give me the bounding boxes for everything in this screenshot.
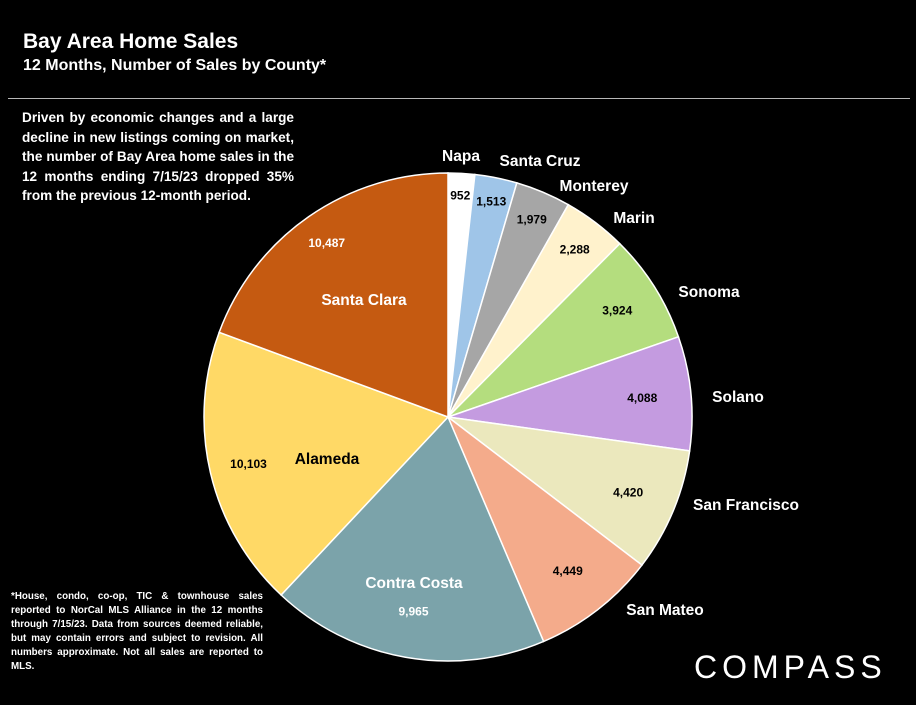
category-label-solano: Solano xyxy=(712,389,764,406)
category-label-contra-costa: Contra Costa xyxy=(365,575,463,592)
pie-slice-santa-clara xyxy=(218,172,449,419)
footnote-text: *House, condo, co-op, TIC & townhouse sa… xyxy=(11,591,263,672)
category-label-marin: Marin xyxy=(613,210,654,227)
category-label-napa: Napa xyxy=(442,148,480,165)
category-label-san-francisco: San Francisco xyxy=(693,497,799,514)
pie-slice-sonoma xyxy=(447,242,680,418)
pie-slice-san-francisco xyxy=(445,415,691,567)
value-label-santa-clara: 10,487 xyxy=(308,236,345,250)
description-text: Driven by economic changes and a large d… xyxy=(22,110,294,203)
header-divider xyxy=(8,98,910,99)
category-label-sonoma: Sonoma xyxy=(678,284,740,301)
pie-slice-solano xyxy=(447,335,693,452)
category-label-san-mateo: San Mateo xyxy=(626,602,704,619)
value-label-contra-costa: 9,965 xyxy=(399,605,429,619)
pie-labels: 952 Napa 1,513 Santa Cruz 1,979 Monterey 2,288… xyxy=(230,148,799,619)
value-label-san-mateo: 4,449 xyxy=(553,564,583,578)
value-label-santa-cruz: 1,513 xyxy=(476,195,506,209)
pie-slice-alameda xyxy=(203,331,450,597)
value-label-sonoma: 3,924 xyxy=(602,303,632,317)
value-label-solano: 4,088 xyxy=(627,391,657,405)
category-label-alameda: Alameda xyxy=(295,451,360,468)
chart-subtitle: 12 Months, Number of Sales by County* xyxy=(23,57,327,74)
category-label-santa-cruz: Santa Cruz xyxy=(500,153,581,170)
value-label-napa: 952 xyxy=(450,188,470,202)
value-label-alameda: 10,103 xyxy=(230,457,267,471)
chart-title: Bay Area Home Sales xyxy=(23,30,239,53)
pie-slice-san-mateo xyxy=(446,414,643,643)
category-label-monterey: Monterey xyxy=(560,178,629,195)
pie-slices xyxy=(203,172,693,662)
value-label-san-francisco: 4,420 xyxy=(613,485,643,499)
compass-logo: COMPASS xyxy=(694,649,887,685)
category-label-santa-clara: Santa Clara xyxy=(321,292,407,309)
value-label-marin: 2,288 xyxy=(560,243,590,257)
pie-slice-contra-costa xyxy=(280,415,545,662)
value-label-monterey: 1,979 xyxy=(517,212,547,226)
